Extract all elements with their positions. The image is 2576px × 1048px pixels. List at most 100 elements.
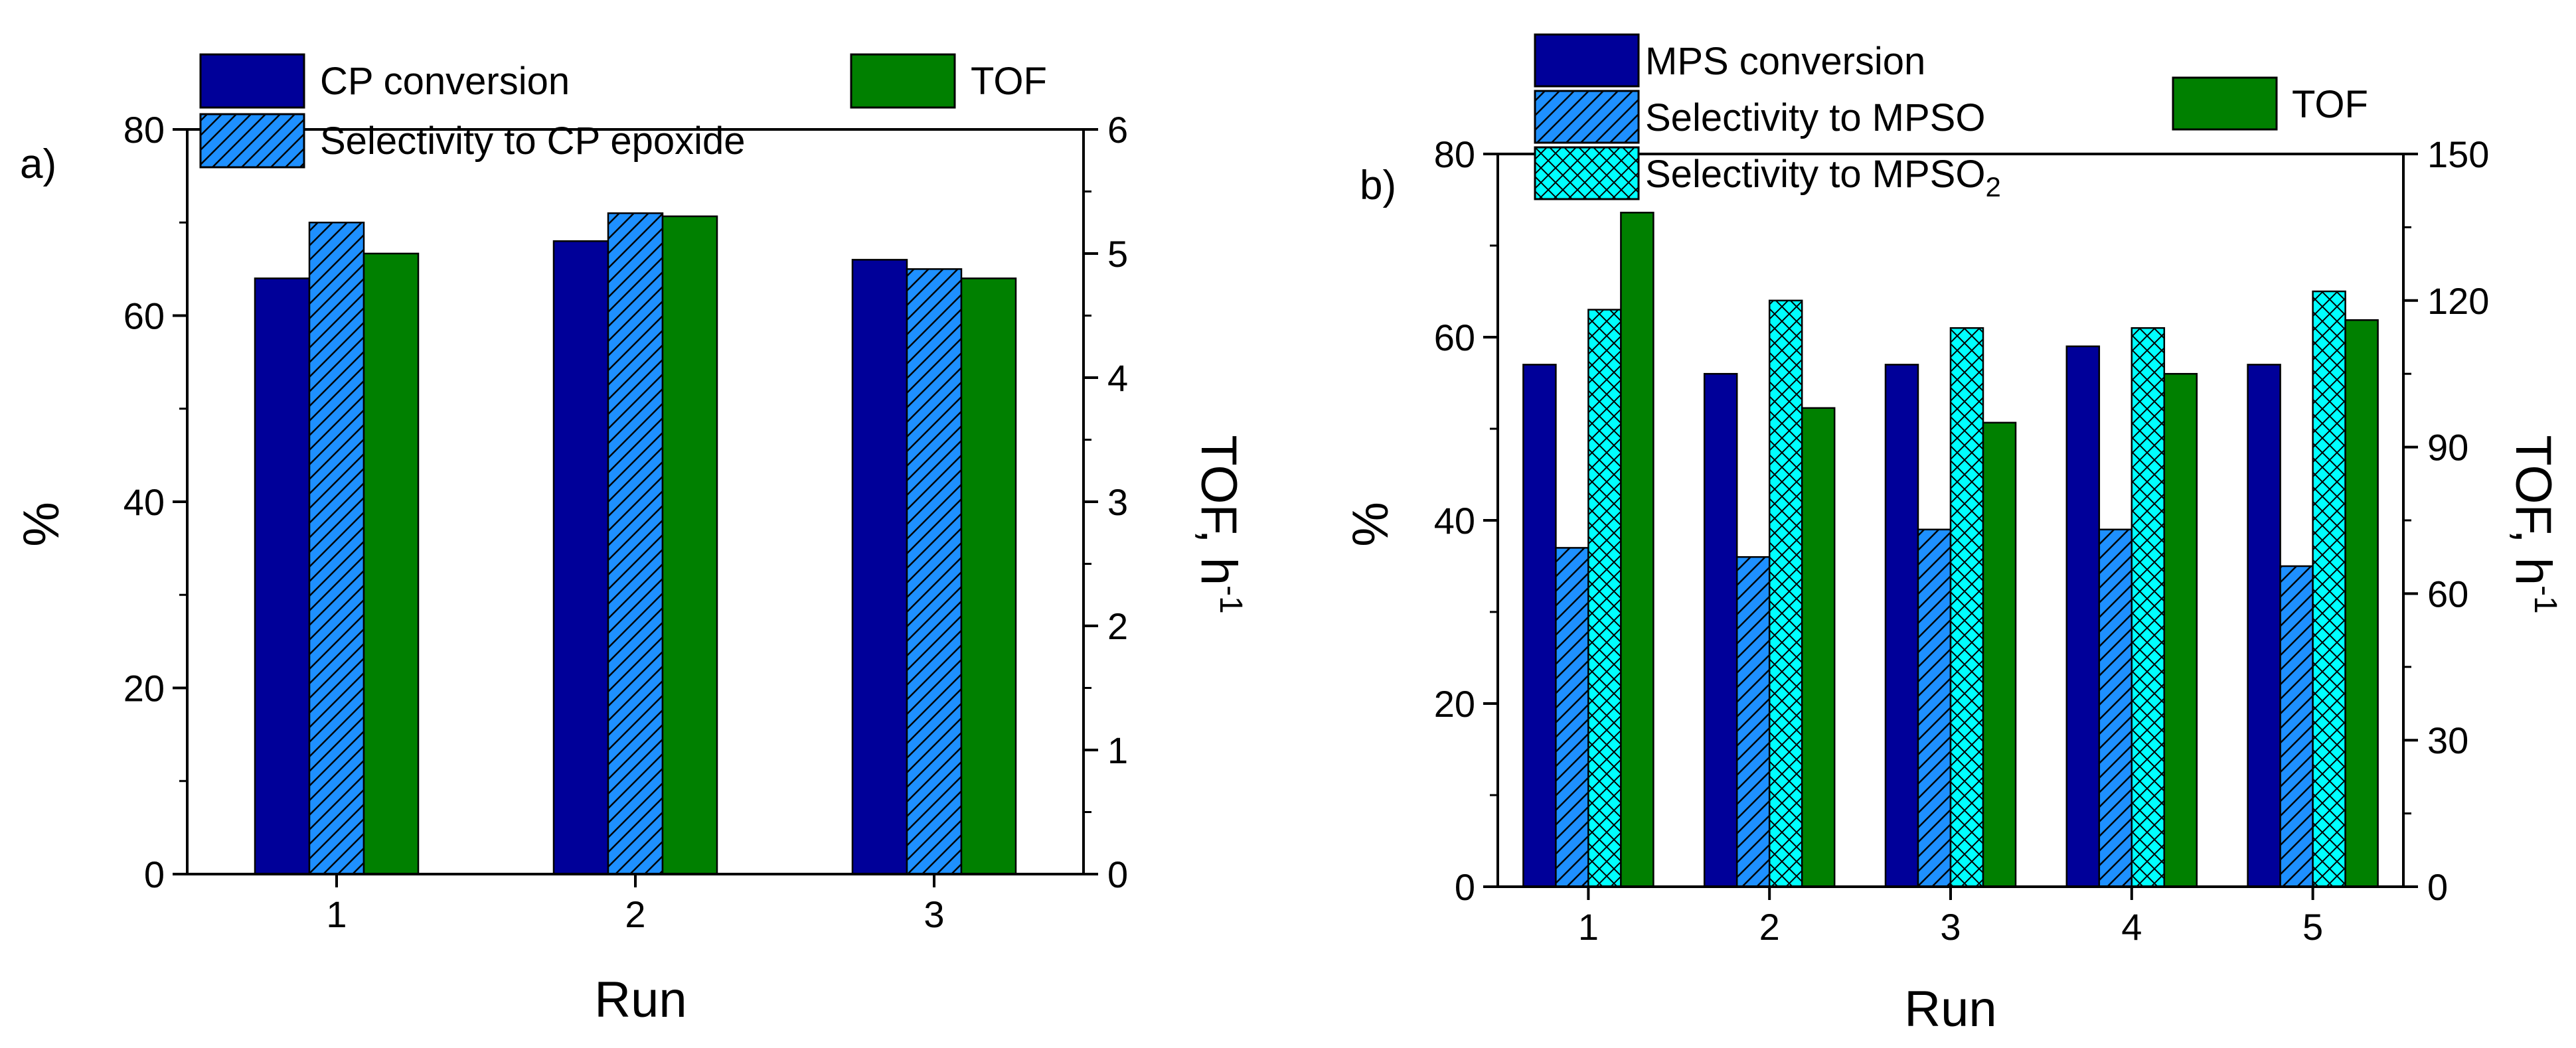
panel-b-ytick-label: 80 bbox=[1434, 133, 1475, 175]
panel-b-bar-tof-run-1 bbox=[1620, 212, 1654, 888]
panel-b-ytick-label: 60 bbox=[1434, 317, 1475, 358]
panel-b-bar-mps-conversion-run-2 bbox=[1703, 372, 1738, 888]
panel-a-ytick-label: 20 bbox=[123, 668, 165, 710]
panel-a-chart: a) 0 20 40 60 80 0 1 2 3 4 5 6 1 2 3 Run… bbox=[13, 53, 1248, 1028]
panel-a-bar-selectivity-to-cp-epoxide-run-1 bbox=[308, 222, 365, 875]
panel-a-y2tick-label: 5 bbox=[1107, 233, 1128, 275]
legend-label-mps-conversion: MPS conversion bbox=[1645, 40, 1925, 83]
panel-a-bar-tof-run-3 bbox=[960, 277, 1017, 875]
panel-a-ytick-label: 80 bbox=[123, 109, 165, 151]
panel-b-xtick-label: 4 bbox=[2121, 906, 2142, 948]
panel-b-bar-selectivity-to-mpso-run-5 bbox=[2279, 565, 2314, 888]
panel-a-ytick-label: 0 bbox=[144, 854, 165, 895]
panel-b-y2tick-label: 30 bbox=[2427, 719, 2468, 761]
panel-a-ytick-labels: 0 20 40 60 80 bbox=[123, 109, 165, 895]
panel-a-y2tick-label: 2 bbox=[1107, 605, 1128, 647]
legend-label-selectivity-cp-epoxide: Selectivity to CP epoxide bbox=[320, 119, 746, 163]
panel-b-x-axis-title: Run bbox=[1904, 981, 1996, 1037]
legend-swatch-tof-b bbox=[2172, 76, 2278, 131]
panel-a-xtick-label: 3 bbox=[924, 893, 944, 935]
panel-a-ytick-label: 40 bbox=[123, 481, 165, 523]
panel-a-bar-tof-run-2 bbox=[661, 215, 718, 875]
panel-a-y2-axis-title-sup: -1 bbox=[1213, 585, 1248, 614]
panel-b-bar-selectivity-to-mpso-run-1 bbox=[1555, 547, 1589, 888]
legend-label-tof-a: TOF bbox=[971, 60, 1047, 103]
panel-a-y2-axis-title: TOF, h-1 bbox=[1190, 435, 1248, 613]
panel-a-legend: CP conversion Selectivity to CP epoxide … bbox=[199, 53, 1047, 169]
panel-b-ytick-label: 0 bbox=[1455, 866, 1475, 908]
panel-a-x-axis-title: Run bbox=[594, 972, 686, 1028]
panel-a-y2tick-label: 3 bbox=[1107, 481, 1128, 523]
legend-label-cp-conversion: CP conversion bbox=[320, 60, 570, 103]
panel-a-y2tick-label: 6 bbox=[1107, 109, 1128, 151]
panel-b-bar-selectivity-to-mpso2-run-4 bbox=[2131, 327, 2166, 888]
panel-a-ytick-label: 60 bbox=[123, 295, 165, 337]
panel-b-bar-selectivity-to-mpso-run-4 bbox=[2098, 528, 2133, 888]
panel-b-ticks bbox=[1483, 153, 2418, 900]
panel-a-bar-selectivity-to-cp-epoxide-run-2 bbox=[607, 212, 664, 875]
panel-b-xtick-label: 5 bbox=[2302, 906, 2323, 948]
panel-b-bar-mps-conversion-run-3 bbox=[1884, 364, 1919, 888]
panel-b-bar-mps-conversion-run-4 bbox=[2065, 345, 2101, 888]
panel-b-label: b) bbox=[1360, 163, 1396, 208]
panel-b-xtick-label: 1 bbox=[1578, 906, 1599, 948]
panel-b-y2tick-label: 150 bbox=[2427, 133, 2489, 175]
panel-b-xtick-label: 3 bbox=[1940, 906, 1961, 948]
panel-a-bar-cp-conversion-run-3 bbox=[851, 259, 908, 875]
panel-b-xtick-labels: 1 2 3 4 5 bbox=[1578, 906, 2323, 948]
panel-b-y2tick-labels: 0 30 60 90 120 150 bbox=[2427, 133, 2489, 908]
panel-b-bar-selectivity-to-mpso-run-2 bbox=[1735, 556, 1771, 888]
panel-b-bar-selectivity-to-mpso2-run-3 bbox=[1949, 327, 1984, 888]
panel-b-bar-tof-run-4 bbox=[2163, 372, 2198, 888]
panel-b-bars bbox=[1522, 212, 2379, 888]
legend-swatch-tof-a bbox=[850, 53, 956, 109]
panel-b-chart: b) 0 20 40 60 80 0 30 60 90 120 150 1 2 … bbox=[1342, 33, 2563, 1037]
panel-a-y2tick-label: 4 bbox=[1107, 357, 1128, 399]
panel-b-bar-mps-conversion-run-5 bbox=[2247, 364, 2281, 888]
legend-swatch-mps-conversion bbox=[1534, 33, 1640, 88]
panel-b-bar-mps-conversion-run-1 bbox=[1522, 364, 1557, 888]
panel-b-y2-axis-title-main: TOF, h bbox=[2505, 435, 2561, 585]
panel-b-bar-selectivity-to-mpso-run-3 bbox=[1917, 528, 1952, 888]
panel-a-xtick-label: 2 bbox=[625, 893, 645, 935]
legend-label-tof-b: TOF bbox=[2292, 83, 2368, 126]
panel-a-y-axis-title: % bbox=[13, 502, 70, 547]
panel-b-bar-selectivity-to-mpso2-run-2 bbox=[1768, 299, 1803, 888]
panel-b-ytick-label: 40 bbox=[1434, 500, 1475, 542]
panel-b-y2tick-label: 90 bbox=[2427, 427, 2468, 469]
panel-a-label: a) bbox=[20, 141, 56, 187]
panel-a-xtick-labels: 1 2 3 bbox=[326, 893, 944, 935]
panel-b-bar-selectivity-to-mpso2-run-1 bbox=[1587, 309, 1622, 888]
legend-label-selectivity-mpso2-subscript: 2 bbox=[1985, 171, 2000, 202]
panel-b-ytick-labels: 0 20 40 60 80 bbox=[1434, 133, 1475, 908]
legend-label-selectivity-mpso: Selectivity to MPSO bbox=[1645, 96, 1985, 139]
panel-b-bar-tof-run-3 bbox=[1982, 421, 2017, 888]
panel-b-bar-tof-run-5 bbox=[2344, 319, 2379, 888]
legend-swatch-selectivity-cp-epoxide bbox=[199, 113, 305, 169]
legend-label-selectivity-mpso2-main: Selectivity to MPSO bbox=[1645, 153, 1985, 196]
panel-a-y2-axis-title-main: TOF, h bbox=[1190, 435, 1247, 585]
panel-a-y2tick-label: 1 bbox=[1107, 729, 1128, 771]
legend-swatch-selectivity-mpso bbox=[1534, 90, 1640, 144]
panel-b-y2tick-label: 60 bbox=[2427, 573, 2468, 615]
panel-a-bar-selectivity-to-cp-epoxide-run-3 bbox=[906, 268, 963, 875]
panel-a-bar-tof-run-1 bbox=[362, 252, 420, 875]
panel-b-bar-selectivity-to-mpso2-run-5 bbox=[2312, 290, 2346, 888]
panel-b-y2-axis-title-sup: -1 bbox=[2528, 585, 2563, 614]
panel-b-y-axis-title: % bbox=[1342, 502, 1399, 547]
panel-b-y2tick-label: 0 bbox=[2427, 866, 2448, 908]
panel-a-y2tick-label: 0 bbox=[1107, 854, 1128, 895]
panel-b-ytick-label: 20 bbox=[1434, 683, 1475, 725]
panel-b-y2-axis-title: TOF, h-1 bbox=[2505, 435, 2563, 613]
panel-a-ticks bbox=[173, 128, 1098, 887]
panel-a-y2tick-labels: 0 1 2 3 4 5 6 bbox=[1107, 109, 1128, 895]
panel-a-bar-cp-conversion-run-1 bbox=[254, 277, 311, 875]
panel-a-bar-cp-conversion-run-2 bbox=[552, 240, 609, 875]
panel-b-xtick-label: 2 bbox=[1759, 906, 1780, 948]
panel-a-bars bbox=[254, 212, 1017, 875]
panel-b-bar-tof-run-2 bbox=[1801, 407, 1836, 888]
panel-a-xtick-label: 1 bbox=[326, 893, 347, 935]
panel-b-y2tick-label: 120 bbox=[2427, 280, 2489, 322]
legend-label-selectivity-mpso2: Selectivity to MPSO2 bbox=[1645, 153, 2001, 202]
